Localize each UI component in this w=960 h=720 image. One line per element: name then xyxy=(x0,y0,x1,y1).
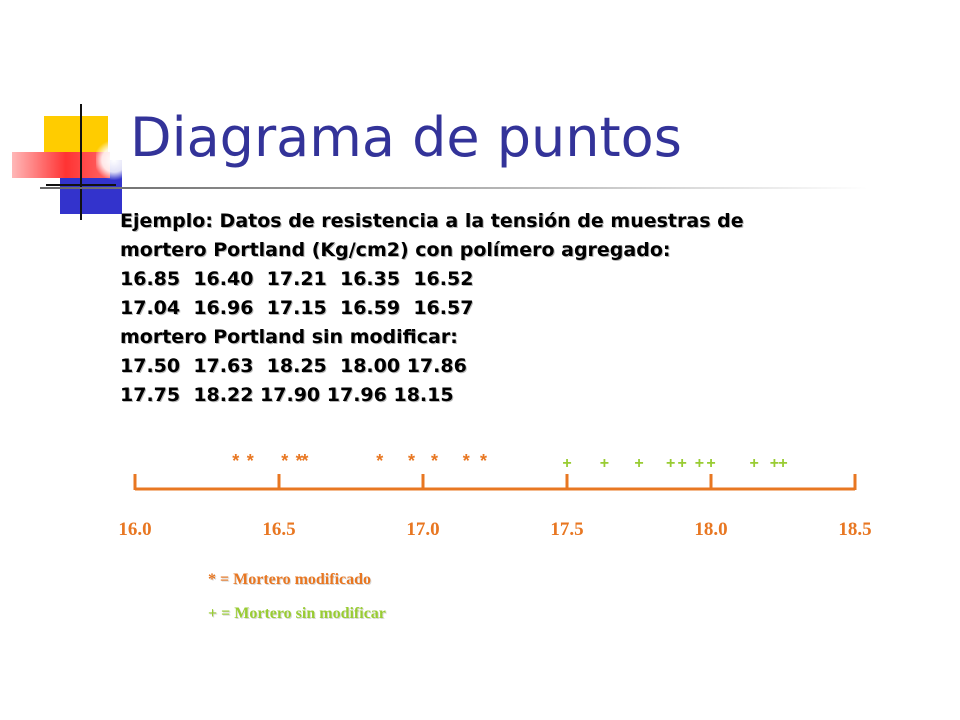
unmodified-point: + xyxy=(706,455,715,472)
unmodified-point: + xyxy=(770,455,779,472)
modified-point: * xyxy=(463,451,470,471)
page-title: Diagrama de puntos xyxy=(130,106,682,169)
example-line: 17.50 17.63 18.25 18.00 17.86 xyxy=(120,355,467,377)
modified-point: * xyxy=(480,451,487,471)
unmodified-point: + xyxy=(634,455,643,472)
unmodified-point: + xyxy=(695,455,704,472)
x-tick-label: 17.0 xyxy=(406,519,439,540)
example-line: mortero Portland sin modificar: xyxy=(120,326,458,348)
modified-point: * xyxy=(408,451,415,471)
modified-point: * xyxy=(247,451,254,471)
vertical-line-decoration xyxy=(80,104,82,220)
x-tick-label: 18.0 xyxy=(694,519,727,540)
example-line: 17.75 18.22 17.90 17.96 18.15 xyxy=(120,384,454,406)
example-line: mortero Portland (Kg/cm2) con polímero a… xyxy=(120,239,671,261)
example-line: 17.04 16.96 17.15 16.59 16.57 xyxy=(120,297,474,319)
modified-point: * xyxy=(376,451,383,471)
unmodified-point: + xyxy=(600,455,609,472)
horizontal-line-decoration xyxy=(46,184,116,186)
unmodified-point: + xyxy=(778,455,787,472)
white-glow-decoration xyxy=(96,140,132,180)
red-bar-decoration xyxy=(12,152,110,178)
legend-modified: * = Mortero modificado xyxy=(208,571,372,588)
legend-unmodified: + = Mortero sin modificar xyxy=(208,605,386,622)
example-text: Ejemplo: Datos de resistencia a la tensi… xyxy=(120,207,744,410)
modified-point: * xyxy=(431,451,438,471)
x-tick-label: 16.5 xyxy=(262,519,295,540)
example-line: Ejemplo: Datos de resistencia a la tensi… xyxy=(120,210,744,232)
unmodified-point: + xyxy=(678,455,687,472)
modified-point: * xyxy=(281,451,288,471)
title-underline xyxy=(40,187,868,189)
unmodified-point: + xyxy=(666,455,675,472)
example-line: 16.85 16.40 17.21 16.35 16.52 xyxy=(120,268,474,290)
modified-point: * xyxy=(296,451,303,471)
modified-point: * xyxy=(232,451,239,471)
modified-point: * xyxy=(301,451,308,471)
x-tick-label: 16.0 xyxy=(118,519,151,540)
unmodified-point: + xyxy=(750,455,759,472)
x-tick-label: 17.5 xyxy=(550,519,583,540)
unmodified-point: + xyxy=(562,455,571,472)
x-tick-label: 18.5 xyxy=(838,519,871,540)
